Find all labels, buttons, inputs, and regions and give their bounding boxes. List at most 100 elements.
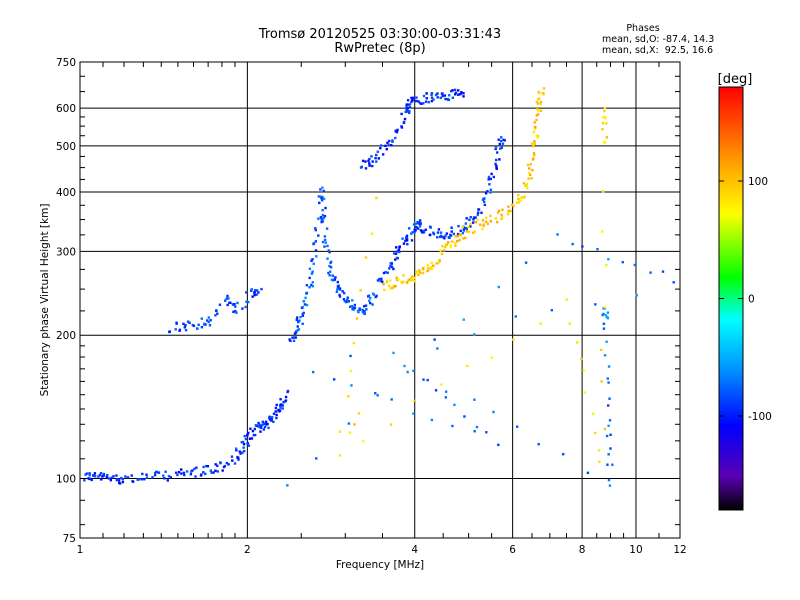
echo-point <box>275 410 278 413</box>
echo-point <box>253 293 256 297</box>
echo-point <box>443 237 446 240</box>
echo-point <box>368 299 371 303</box>
series-group <box>382 87 546 292</box>
echo-point <box>436 231 440 234</box>
echo-point <box>202 465 205 469</box>
echo-point <box>199 474 203 477</box>
echo-point <box>259 426 263 430</box>
echo-point <box>394 130 397 133</box>
echo-point <box>483 197 486 200</box>
echo-point <box>466 364 469 368</box>
echo-point <box>107 477 111 480</box>
echo-point <box>533 127 536 131</box>
y-tick-label: 500 <box>56 141 76 153</box>
echo-point <box>418 219 422 222</box>
echo-point <box>432 232 436 236</box>
echo-point <box>532 130 536 134</box>
echo-point <box>407 111 411 115</box>
echo-point <box>374 295 377 299</box>
echo-point <box>301 306 304 309</box>
echo-point <box>392 252 396 255</box>
echo-point <box>311 285 315 288</box>
echo-point <box>608 484 612 487</box>
echo-point <box>542 87 546 90</box>
echo-point <box>579 357 583 361</box>
echo-point <box>396 250 399 253</box>
echo-point <box>410 99 414 102</box>
echo-point <box>458 92 462 96</box>
echo-point <box>450 230 453 233</box>
echo-point <box>291 336 294 339</box>
echo-point <box>319 216 323 219</box>
echo-point <box>527 172 531 175</box>
echo-point <box>430 418 434 422</box>
echo-point <box>481 198 485 201</box>
echo-point <box>352 341 356 345</box>
echo-point <box>527 177 530 180</box>
echo-point <box>388 139 391 143</box>
echo-point <box>215 309 218 312</box>
echo-point <box>345 298 349 302</box>
echo-point <box>282 400 285 404</box>
series-group <box>168 287 263 334</box>
echo-point <box>110 476 113 479</box>
echo-point <box>380 277 383 280</box>
echo-point <box>109 478 113 482</box>
echo-point <box>517 193 520 197</box>
echo-point <box>487 178 490 181</box>
echo-point <box>456 89 460 92</box>
echo-point <box>222 465 226 469</box>
echo-point <box>422 231 426 234</box>
echo-point <box>389 265 392 268</box>
echo-point <box>457 224 460 228</box>
echo-point <box>93 475 97 478</box>
echo-point <box>169 476 173 479</box>
echo-point <box>601 230 604 233</box>
echo-point <box>364 167 368 170</box>
echo-point <box>591 412 595 416</box>
echo-point <box>322 189 325 193</box>
echo-point <box>426 263 430 267</box>
echo-point <box>498 158 501 161</box>
echo-point <box>137 478 141 481</box>
echo-point <box>296 325 299 328</box>
echo-point <box>415 96 418 99</box>
echo-point <box>380 144 383 147</box>
echo-point <box>314 227 317 230</box>
echo-point <box>255 289 259 292</box>
echo-point <box>323 214 327 218</box>
echo-point <box>556 233 559 236</box>
echo-point <box>214 469 217 472</box>
echo-point <box>236 301 239 305</box>
echo-point <box>204 472 207 476</box>
echo-point <box>353 303 357 307</box>
echo-point <box>338 293 341 297</box>
echo-point <box>465 227 468 231</box>
echo-point <box>320 199 324 202</box>
echo-point <box>424 228 427 231</box>
echo-point <box>248 437 252 440</box>
echo-point <box>396 128 399 132</box>
echo-point <box>195 466 198 469</box>
series-group <box>286 233 675 487</box>
x-tick-label: 4 <box>411 544 418 556</box>
echo-point <box>581 245 584 248</box>
echo-point <box>320 218 323 221</box>
echo-point <box>328 264 331 268</box>
echo-point <box>458 238 461 242</box>
echo-point <box>317 234 320 237</box>
echo-point <box>601 313 604 317</box>
echo-point <box>539 322 542 325</box>
echo-point <box>453 88 457 92</box>
echo-point <box>384 270 387 274</box>
echo-point <box>459 229 462 233</box>
echo-point <box>473 333 476 336</box>
echo-point <box>182 471 186 475</box>
echo-point <box>600 380 603 383</box>
echo-point <box>224 299 227 302</box>
echo-point <box>352 306 355 309</box>
echo-point <box>408 106 412 109</box>
echo-point <box>177 470 181 474</box>
echo-point <box>321 208 324 212</box>
echo-point <box>477 208 480 211</box>
